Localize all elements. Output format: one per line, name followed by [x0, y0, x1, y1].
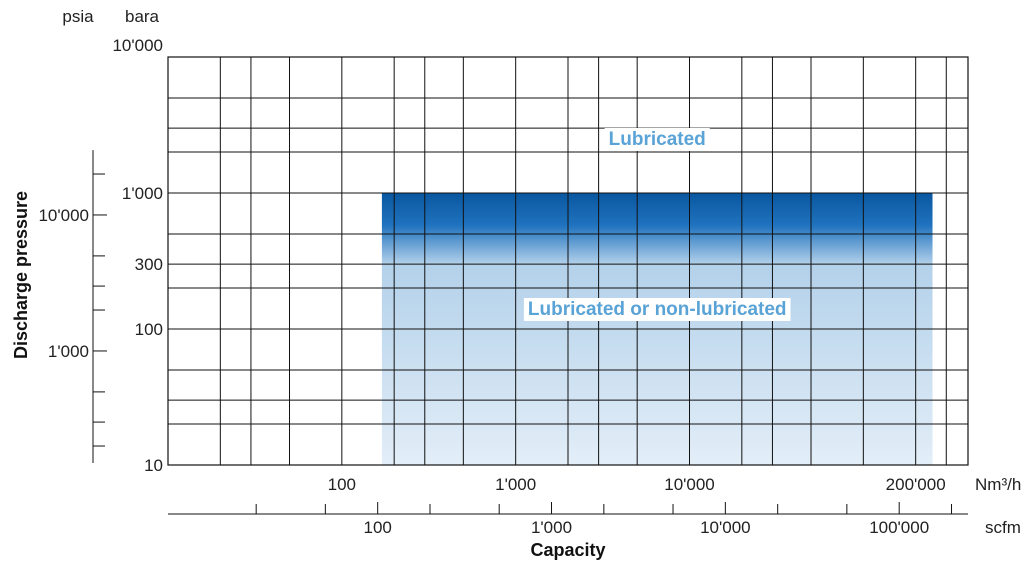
x-tick-label-scfm: 10'000: [700, 518, 751, 537]
x-tick-label-nm3h: 100: [328, 475, 356, 494]
bara-unit-label: bara: [125, 7, 160, 26]
frame-layer: [167, 56, 969, 466]
y-tick-label-psia: 10'000: [38, 206, 89, 225]
x-tick-label-scfm: 100: [363, 518, 391, 537]
label-lubricated-or-non-lubricated-text: Lubricated or non-lubricated: [528, 299, 787, 320]
label-lubricated-or-non-lubricated-box: [523, 298, 791, 321]
psia-unit-label: psia: [62, 7, 94, 26]
label-lubricated: Lubricated: [604, 128, 710, 151]
x-tick-label-nm3h: 10'000: [664, 475, 715, 494]
grid-layer: [168, 57, 968, 465]
y-tick-label-psia: 1'000: [48, 342, 89, 361]
x-axis-title: Capacity: [530, 540, 605, 560]
y-tick-label-bara: 10'000: [112, 36, 163, 55]
regions-layer: [381, 193, 933, 465]
nm3h-unit-label: Nm³/h: [975, 475, 1021, 494]
y-axis-title: Discharge pressure: [11, 191, 31, 359]
x-tick-label-scfm: 100'000: [869, 518, 929, 537]
region-lubricated-or-non-lubricated: [381, 264, 933, 465]
y-tick-label-bara: 10: [144, 456, 163, 475]
y-tick-label-bara: 300: [135, 255, 163, 274]
plot-frame: [167, 56, 969, 466]
labels-layer: psia bara Discharge pressure Nm³/h scfm Capac…: [11, 7, 1021, 560]
scfm-unit-label: scfm: [985, 518, 1021, 537]
label-lubricated-or-non-lubricated: Lubricated or non-lubricated: [523, 298, 791, 321]
y-tick-label-bara: 100: [135, 320, 163, 339]
x-tick-label-scfm: 1'000: [531, 518, 572, 537]
axes-layer: 10'000 1'000 300 100 10 10'000 1'000 100 1'000 10…: [38, 36, 968, 537]
x-tick-label-nm3h: 200'000: [886, 475, 946, 494]
region-lubricated: [381, 193, 933, 265]
label-lubricated-box: [604, 128, 710, 151]
label-lubricated-text: Lubricated: [609, 129, 706, 150]
x-tick-label-nm3h: 1'000: [495, 475, 536, 494]
y-tick-label-bara: 1'000: [122, 184, 163, 203]
